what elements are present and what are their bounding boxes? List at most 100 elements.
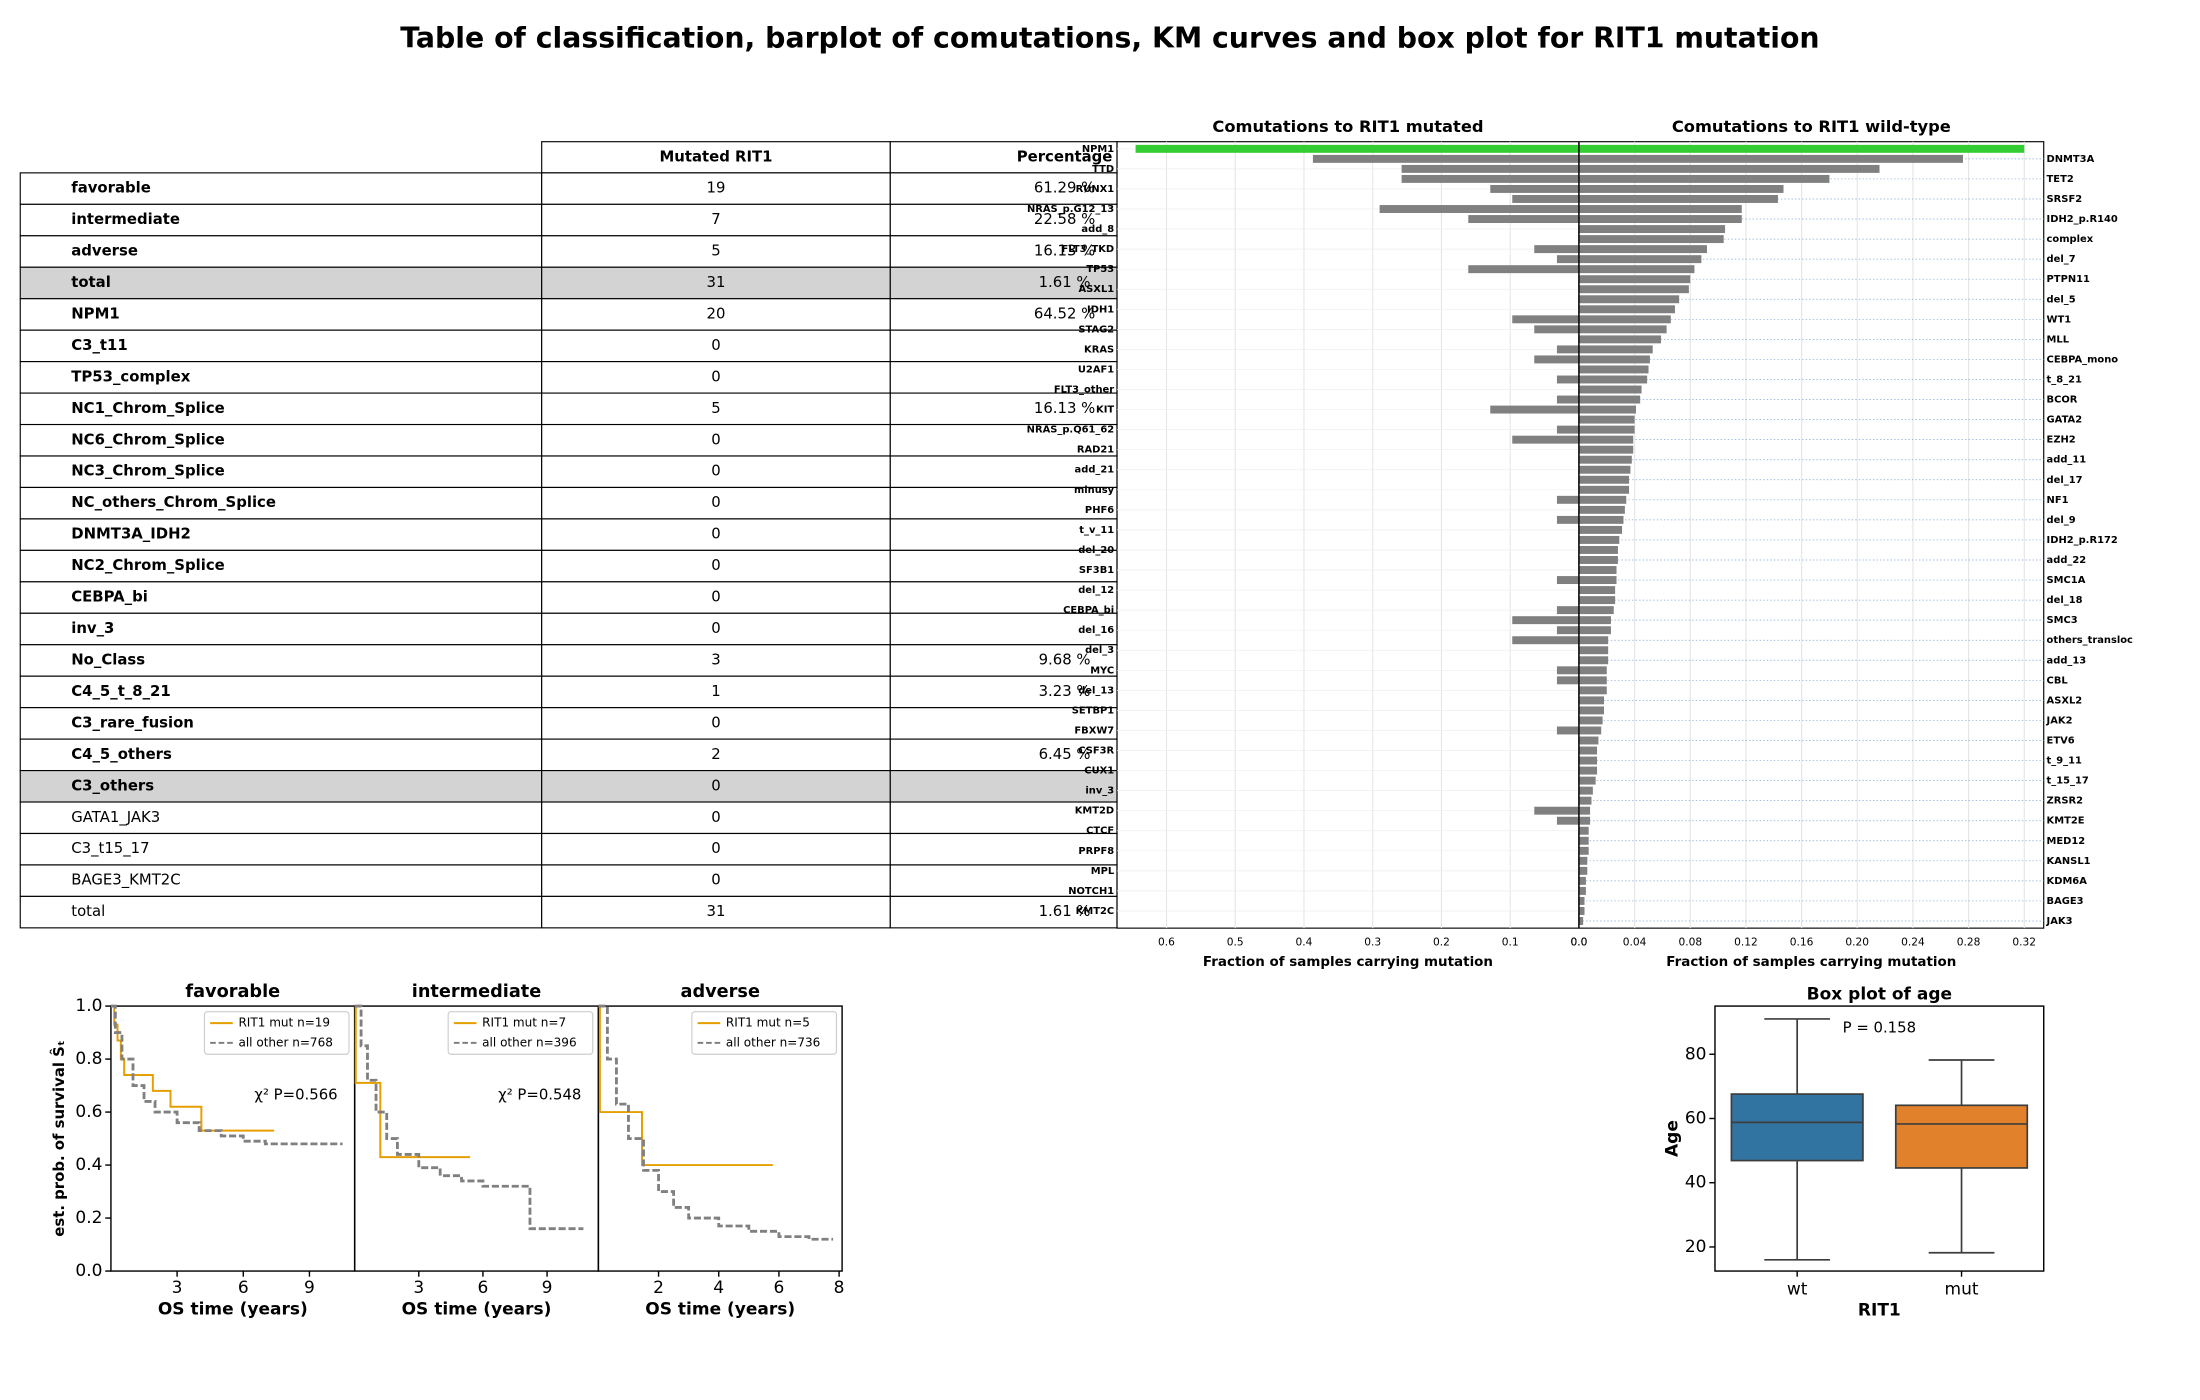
category-label: CUX1 [1084,766,1114,777]
bar [1578,626,1611,635]
row-count: 0 [711,619,720,637]
category-label: KMT2E [2047,816,2085,827]
y-axis-label: est. prob. of survival Ŝₜ [50,1040,68,1236]
row-label: No_Class [71,650,145,668]
bar [1556,495,1579,504]
x-axis-label: Fraction of samples carrying mutation [1666,955,1956,970]
figure-title: Table of classification, barplot of comu… [400,22,1819,55]
bar [1512,636,1579,645]
row-count: 20 [707,304,726,322]
bar [1578,876,1586,885]
box [1730,1093,1864,1162]
bar [1556,345,1579,354]
table-cell [541,801,891,835]
bar [1578,796,1592,805]
category-label: del_9 [2047,515,2076,526]
row-label: C4_5_t_8_21 [71,682,170,700]
header-cell [889,141,1118,174]
x-tick-label: 0.2 [1433,935,1450,948]
bar [1512,195,1579,203]
row-percentage: 22.58 % [1034,210,1095,228]
bar [1578,255,1702,264]
row-count: 7 [711,210,720,228]
category-label: SETBP1 [1072,705,1114,716]
survival-curve [354,1004,584,1231]
y-tick-label: 0.2 [75,1208,102,1228]
row-label: adverse [71,242,138,260]
row-label: inv_3 [71,619,114,637]
row-count: 0 [711,556,720,574]
table-cell [19,486,543,520]
x-tick-label: 0.28 [1957,935,1981,948]
category-label: del_17 [2047,475,2083,486]
category-label: STAG2 [1078,324,1114,335]
bar [1578,385,1642,394]
category-label: SMC3 [2047,615,2078,626]
table-cell [541,612,891,646]
table-cell [541,266,891,300]
table-cell [541,707,891,740]
x-tick-label: 6 [774,1278,785,1298]
category-label: KANSL1 [2047,856,2091,867]
category-label: MLL [2047,334,2070,345]
bar [1578,806,1591,815]
category-label: KDM6A [2047,876,2088,887]
bar [1578,295,1680,304]
category-label: t_8_21 [2047,374,2082,385]
category-label: TTD [1092,164,1114,175]
x-tick-label: 0.04 [1623,935,1647,948]
table-cell [19,266,543,300]
category-label: TP53 [1086,264,1114,275]
table-cell [19,801,543,835]
annotation: P = 0.158 [1843,1019,1916,1037]
bar [1578,535,1620,544]
bar [1578,736,1599,745]
table-cell [19,455,543,489]
category-label: del_20 [1078,545,1114,556]
row-label: NPM1 [71,304,119,322]
table-cell [541,549,891,583]
bar [1468,265,1579,274]
category-label: NPM1 [1082,144,1114,155]
category-label: del_16 [1078,625,1114,636]
bar [1578,866,1588,875]
row-count: 0 [711,367,720,385]
bar [1578,405,1637,414]
x-tick-label: 0.0 [1571,935,1588,948]
row-percentage: 9.68 % [1039,650,1091,668]
row-percentage: 16.13 % [1034,399,1095,417]
row-label: C3_rare_fusion [71,713,194,731]
bar [1578,525,1623,534]
table-cell [889,769,1118,803]
legend-label: all other n=396 [482,1035,576,1049]
bar [1578,686,1607,695]
table-cell [19,549,543,583]
row-count: 0 [711,493,720,511]
row-label: C3_others [71,776,154,794]
bar [1379,205,1579,213]
bar [1578,365,1649,374]
category-label: NRAS_p.G12_13 [1027,204,1114,215]
annotation: χ² P=0.548 [498,1085,581,1103]
legend-label: RIT1 mut n=7 [482,1016,566,1030]
x-tick-label: 0.16 [1790,935,1814,948]
row-label: C3_t15_17 [71,839,149,857]
row-label: NC6_Chrom_Splice [71,430,224,448]
category-label: KMT2D [1075,806,1114,817]
table-cell [889,707,1118,740]
bar [1556,606,1579,615]
row-percentage: 6.45 % [1039,745,1091,763]
bar [1578,696,1604,705]
bar [1578,285,1689,294]
row-label: NC3_Chrom_Splice [71,462,224,480]
bar [1578,616,1611,625]
header-label: Percentage [1017,147,1113,165]
category-label: ZRSR2 [2047,796,2084,807]
panel-title: Comutations to RIT1 mutated [1212,117,1483,136]
legend-label: all other n=736 [726,1035,820,1049]
bar [1578,856,1588,865]
bar [1578,445,1634,454]
bar [1578,896,1585,905]
table-cell [541,329,891,363]
bar [1578,826,1589,835]
